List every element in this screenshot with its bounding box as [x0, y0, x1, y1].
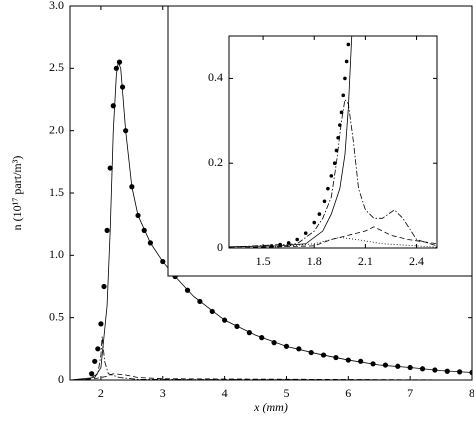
- data-point: [271, 340, 277, 346]
- data-point: [457, 369, 463, 375]
- data-point: [116, 59, 123, 65]
- data-point: [326, 186, 330, 191]
- data-point: [296, 346, 302, 352]
- y-tick-label: 1.0: [49, 247, 64, 261]
- x-tick-label: 3: [160, 386, 166, 400]
- data-point: [184, 287, 191, 293]
- data-point: [209, 308, 215, 315]
- y-tick-label: 2.0: [49, 122, 64, 136]
- data-point: [308, 349, 314, 356]
- data-point: [119, 84, 126, 90]
- data-point: [234, 323, 240, 329]
- x-tick-label: 1.5: [256, 254, 271, 268]
- data-point: [107, 165, 113, 171]
- data-point: [444, 368, 450, 374]
- x-tick-label: 2.1: [358, 254, 373, 268]
- data-point: [197, 298, 203, 305]
- axes-box: [228, 35, 438, 249]
- data-point: [469, 369, 472, 376]
- x-tick-label: 6: [345, 386, 351, 400]
- data-line: [229, 36, 353, 248]
- data-point: [135, 212, 141, 219]
- data-line: [70, 373, 472, 380]
- data-line: [229, 226, 437, 248]
- y-tick-label: 0: [58, 372, 64, 386]
- data-point: [160, 258, 166, 265]
- data-point: [104, 227, 110, 233]
- data-point: [312, 220, 317, 225]
- data-point: [322, 199, 327, 204]
- data-point: [407, 364, 413, 371]
- data-point: [332, 161, 337, 165]
- data-point: [370, 361, 376, 367]
- data-line: [70, 336, 472, 380]
- x-tick-label: 7: [407, 386, 413, 400]
- data-point: [89, 371, 95, 377]
- x-tick-label: 2: [98, 386, 104, 400]
- data-point: [419, 366, 426, 372]
- data-point: [101, 283, 107, 290]
- x-tick-label: 4: [222, 386, 228, 400]
- plot-series: [70, 59, 472, 380]
- x-axis-label: x (mm): [253, 400, 288, 414]
- data-point: [303, 231, 308, 235]
- data-point: [141, 227, 147, 233]
- data-line: [263, 236, 437, 248]
- data-point: [317, 212, 322, 216]
- data-point: [341, 93, 346, 98]
- data-point: [344, 59, 349, 64]
- data-point: [395, 363, 401, 369]
- data-point: [333, 354, 339, 361]
- data-point: [259, 335, 265, 341]
- y-tick-label: 0.4: [208, 70, 223, 84]
- data-point: [283, 343, 290, 349]
- y-tick-label: 0.2: [208, 155, 223, 169]
- plot-series: [229, 36, 437, 248]
- y-tick-label: 0.5: [49, 309, 64, 323]
- data-point: [358, 358, 364, 364]
- data-point: [246, 330, 252, 336]
- y-tick-label: 2.5: [49, 60, 64, 74]
- data-point: [346, 42, 351, 47]
- data-point: [345, 357, 351, 363]
- x-tick-label: 8: [469, 386, 474, 400]
- data-point: [123, 128, 129, 134]
- data-line: [229, 98, 437, 248]
- data-point: [382, 362, 389, 368]
- data-point: [432, 367, 438, 373]
- data-point: [98, 321, 104, 327]
- data-point: [110, 103, 116, 109]
- data-point: [295, 237, 299, 242]
- y-axis-label: n (10¹⁷ part/m³): [10, 156, 24, 231]
- x-tick-label: 2.4: [409, 254, 424, 268]
- data-point: [343, 76, 347, 81]
- y-tick-label: 0: [217, 240, 223, 254]
- x-tick-label: 1.8: [307, 254, 322, 268]
- data-point: [95, 346, 101, 352]
- data-point: [92, 358, 98, 364]
- data-point: [129, 184, 135, 190]
- data-point: [334, 148, 339, 153]
- data-point: [147, 240, 153, 246]
- y-tick-label: 3.0: [49, 0, 64, 12]
- data-point: [329, 174, 334, 178]
- data-point: [113, 65, 119, 71]
- plot-area: [229, 36, 437, 248]
- data-point: [222, 317, 228, 323]
- x-tick-label: 5: [283, 386, 289, 400]
- data-point: [320, 352, 327, 358]
- y-tick-label: 1.5: [49, 185, 64, 199]
